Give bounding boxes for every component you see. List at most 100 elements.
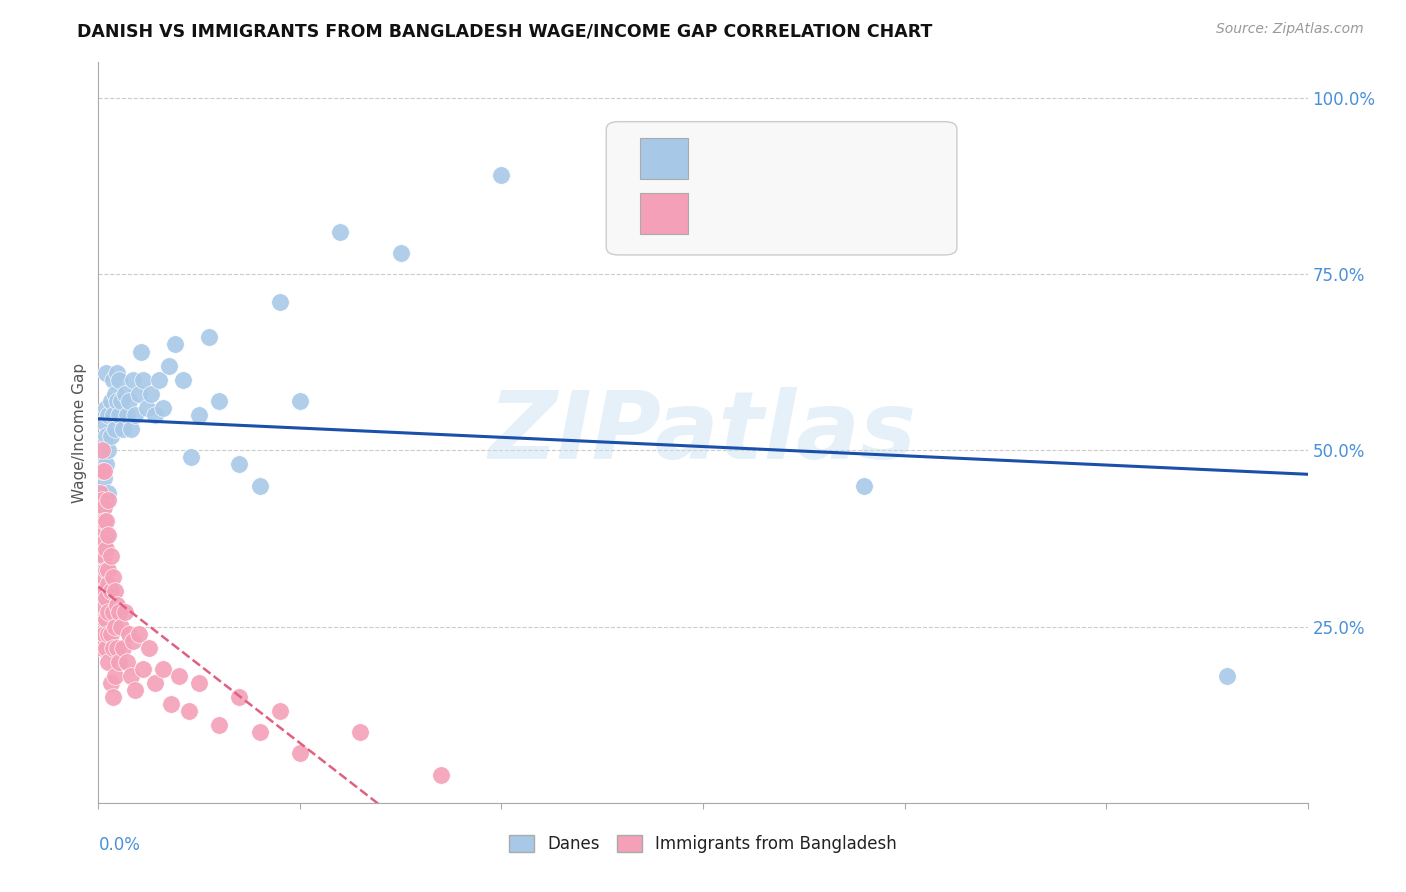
Text: ZIPatlas: ZIPatlas <box>489 386 917 479</box>
Point <box>188 676 211 690</box>
Point <box>101 690 124 704</box>
Point <box>110 619 132 633</box>
Point <box>111 640 134 655</box>
Point <box>93 471 115 485</box>
Point <box>96 429 118 443</box>
Point <box>93 464 115 478</box>
Point <box>96 591 118 606</box>
Point <box>100 429 122 443</box>
Point <box>96 401 118 415</box>
Point <box>121 633 143 648</box>
Point <box>93 514 115 528</box>
Point <box>107 373 129 387</box>
Point <box>93 612 115 626</box>
Point <box>115 655 138 669</box>
Point <box>93 443 115 458</box>
Point <box>288 747 311 761</box>
Point <box>96 528 118 542</box>
Point <box>97 528 120 542</box>
Point <box>124 683 146 698</box>
Point <box>120 422 142 436</box>
Point <box>100 626 122 640</box>
Point <box>101 570 124 584</box>
Point <box>89 528 111 542</box>
Legend: Danes, Immigrants from Bangladesh: Danes, Immigrants from Bangladesh <box>501 826 905 861</box>
Point <box>167 669 190 683</box>
Point <box>132 373 155 387</box>
Text: 0.0%: 0.0% <box>98 836 141 855</box>
Point <box>329 225 352 239</box>
Point <box>89 563 111 577</box>
FancyBboxPatch shape <box>640 194 689 235</box>
Point <box>101 408 124 422</box>
Point <box>120 669 142 683</box>
Point <box>148 373 170 387</box>
Point <box>91 549 114 563</box>
Point <box>91 492 114 507</box>
Point <box>93 626 115 640</box>
Point <box>107 655 129 669</box>
Point <box>138 640 160 655</box>
Point <box>103 669 125 683</box>
Point <box>103 584 125 599</box>
Point <box>97 563 120 577</box>
Point <box>91 599 114 613</box>
Point <box>115 408 138 422</box>
Point <box>107 606 129 620</box>
Point <box>349 725 371 739</box>
Point <box>93 549 115 563</box>
Point <box>97 606 120 620</box>
Text: R =: R = <box>703 145 740 164</box>
Point <box>110 393 132 408</box>
Point <box>160 697 183 711</box>
Point <box>180 450 202 465</box>
Point <box>101 640 124 655</box>
Point <box>100 584 122 599</box>
Text: 73: 73 <box>894 202 917 219</box>
Point <box>96 640 118 655</box>
Point <box>143 408 166 422</box>
Point <box>91 485 114 500</box>
Text: R =: R = <box>703 202 740 219</box>
Point <box>96 563 118 577</box>
Point <box>208 718 231 732</box>
Point <box>100 393 122 408</box>
Point <box>91 443 114 458</box>
Point <box>143 676 166 690</box>
Point <box>118 393 141 408</box>
Point <box>107 408 129 422</box>
Point <box>124 408 146 422</box>
Text: -0.032: -0.032 <box>751 145 811 164</box>
Point <box>96 514 118 528</box>
Point <box>93 535 115 549</box>
Point <box>96 458 118 472</box>
Point <box>105 640 128 655</box>
Point <box>93 535 115 549</box>
Point <box>163 337 186 351</box>
Point <box>430 767 453 781</box>
Point <box>118 626 141 640</box>
Point <box>91 458 114 472</box>
Text: -0.113: -0.113 <box>751 202 811 219</box>
Point <box>139 387 162 401</box>
Point <box>121 373 143 387</box>
Point <box>101 373 124 387</box>
Point <box>91 521 114 535</box>
Point <box>96 492 118 507</box>
Point <box>288 393 311 408</box>
Text: Source: ZipAtlas.com: Source: ZipAtlas.com <box>1216 22 1364 37</box>
Point <box>853 478 876 492</box>
Point <box>103 387 125 401</box>
Point <box>228 458 250 472</box>
Point <box>129 344 152 359</box>
Point <box>269 295 291 310</box>
Point <box>97 655 120 669</box>
Point <box>96 366 118 380</box>
Point <box>97 626 120 640</box>
Point <box>101 606 124 620</box>
Point <box>1216 669 1239 683</box>
Point <box>249 725 271 739</box>
Point <box>208 393 231 408</box>
Point <box>269 704 291 718</box>
Point <box>96 612 118 626</box>
